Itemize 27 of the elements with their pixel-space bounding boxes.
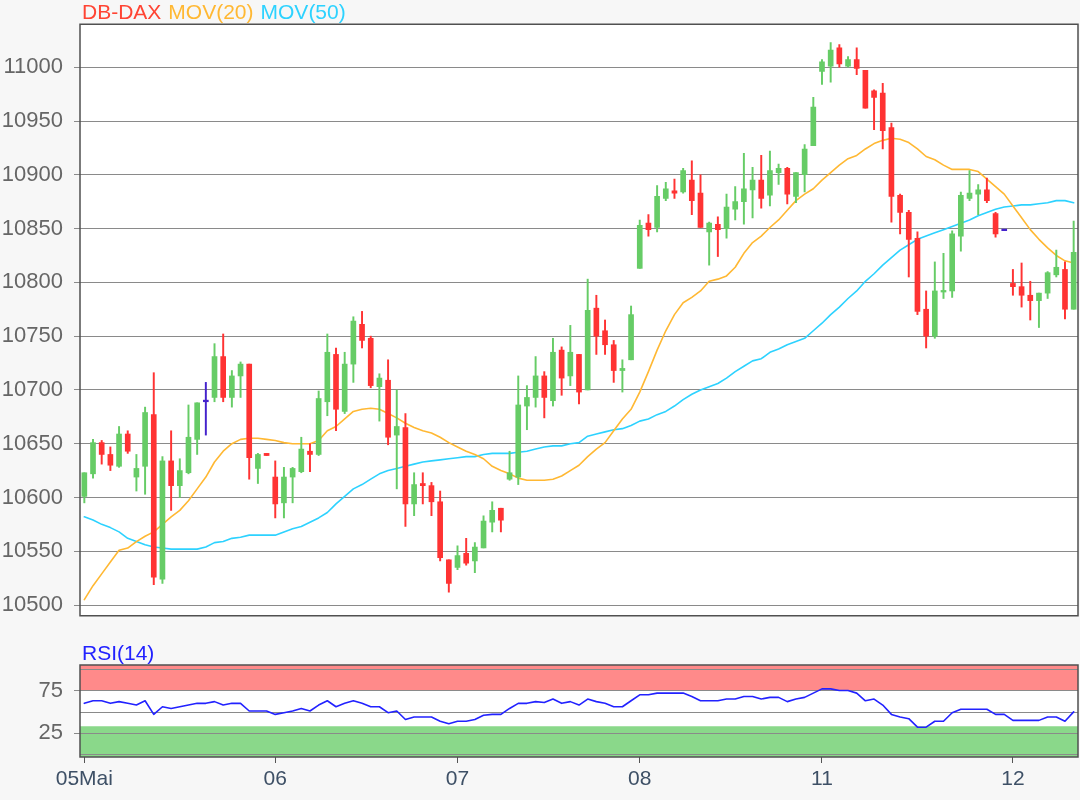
y-tick-label: 75 [38, 676, 63, 702]
y-tick-label: 10550 [1, 537, 63, 563]
candlestick [419, 472, 426, 505]
x-tick-label: 07 [445, 766, 470, 790]
series-label: RSI(14) [82, 641, 155, 664]
y-tick-label: 25 [38, 719, 63, 745]
y-tick-label: 10500 [1, 591, 63, 617]
candlestick [393, 389, 400, 490]
x-tick-label: 05Mai [55, 766, 113, 790]
y-tick-label: 10800 [1, 268, 63, 294]
x-tick-label: 06 [263, 766, 287, 790]
text: MOV(50) [260, 0, 346, 23]
x-tick-label: 08 [628, 766, 652, 790]
candlestick [619, 359, 626, 393]
y-tick-label: 10650 [1, 429, 63, 455]
y-tick-label: 10950 [1, 107, 63, 133]
y-tick-label: 11000 [3, 53, 63, 79]
y-tick-label: 10850 [1, 214, 63, 240]
y-tick-label: 10750 [1, 322, 63, 348]
y-tick-label: 10900 [1, 160, 63, 186]
y-tick-label: 10600 [1, 483, 63, 509]
candlestick [203, 382, 209, 436]
y-tick-label: 10700 [1, 375, 63, 401]
text: DB-DAX [82, 0, 162, 23]
x-tick-label: 12 [1001, 766, 1025, 790]
text: MOV(20) [168, 0, 254, 23]
x-tick-label: 11 [811, 766, 833, 790]
